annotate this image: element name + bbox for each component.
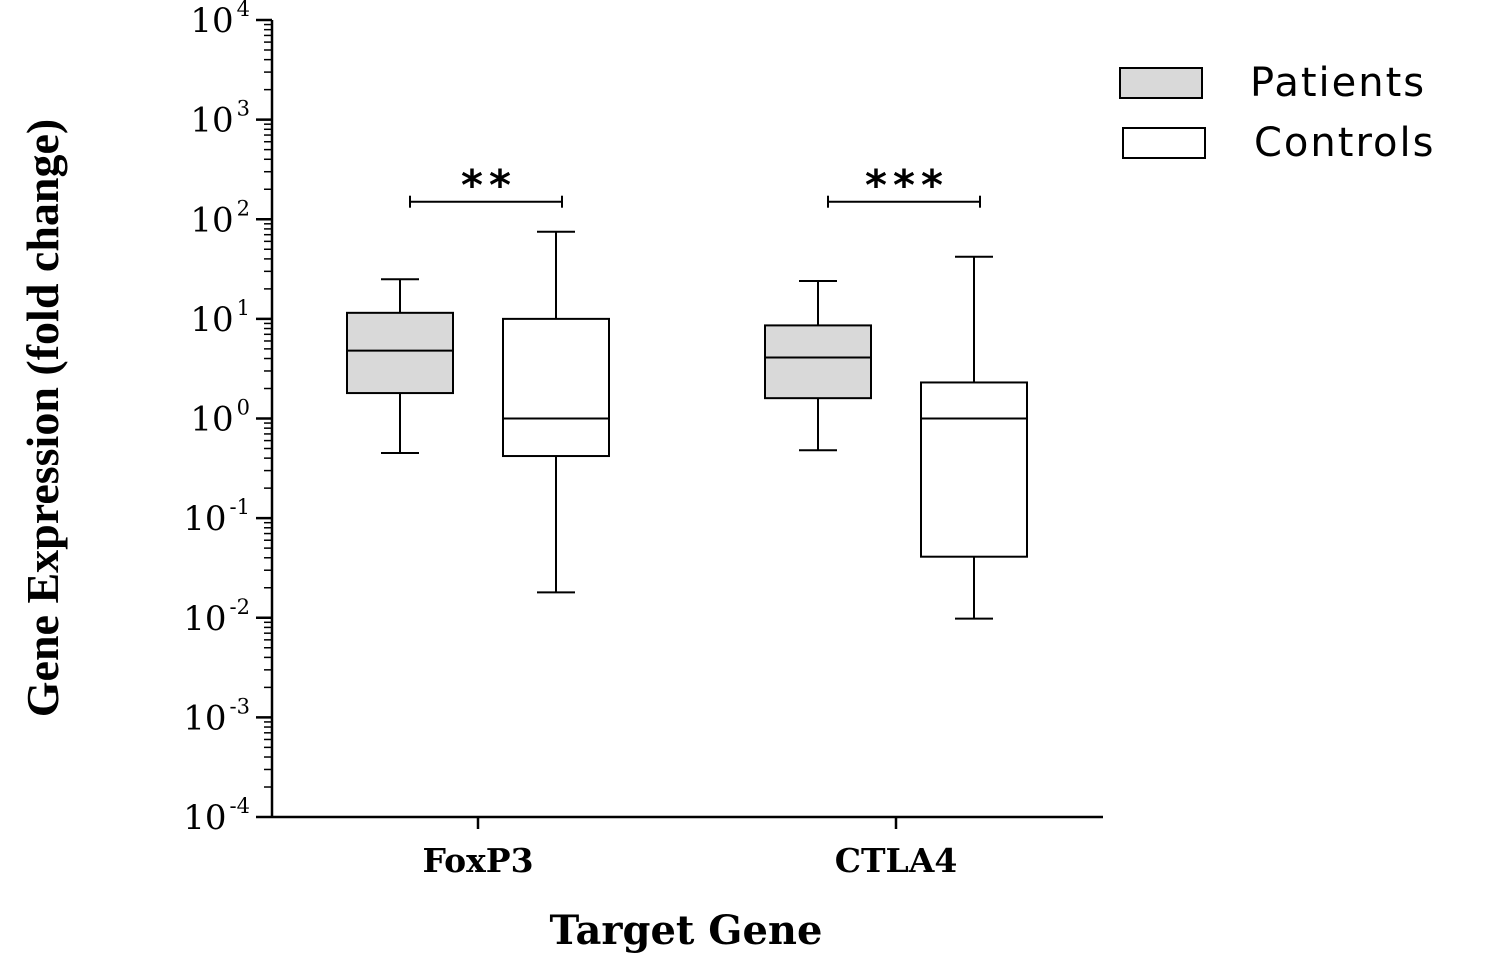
y-tick-base: 10	[183, 798, 226, 838]
y-tick-label: 10 -2	[183, 595, 250, 639]
boxes	[346, 230, 1028, 620]
y-axis-title: Gene Expression (fold change)	[17, 119, 68, 717]
legend-swatch	[1122, 127, 1206, 159]
y-tick-exponent: 1	[237, 296, 250, 320]
significance-annotations: ** ***	[409, 161, 981, 210]
y-tick-base: 10	[190, 300, 233, 340]
y-tick-label: 10 1	[190, 296, 250, 340]
significance-ctla4: ***	[827, 161, 981, 210]
y-tick-label: 10 2	[190, 196, 250, 240]
y-tick-exponent: 3	[237, 97, 250, 121]
box-patients-foxp3	[346, 278, 454, 455]
legend-label: Controls	[1254, 120, 1435, 166]
significance-label: **	[461, 161, 517, 210]
x-tick-label: FoxP3	[422, 841, 533, 880]
y-tick-base: 10	[190, 1, 233, 41]
y-tick-base: 10	[183, 698, 226, 738]
box-iqr	[346, 311, 454, 395]
y-tick-base: 10	[190, 400, 233, 440]
y-tick-label: 10 3	[190, 97, 250, 141]
significance-label: ***	[865, 161, 949, 210]
box-controls-ctla4	[920, 255, 1028, 620]
y-tick-base: 10	[190, 101, 233, 141]
x-tick-label: CTLA4	[835, 841, 958, 880]
y-tick-exponent: 4	[237, 0, 250, 21]
y-tick-exponent: -4	[230, 794, 250, 818]
y-tick-label: 10 -3	[183, 694, 250, 738]
x-axis-tick-labels: FoxP3 CTLA4	[422, 817, 957, 880]
y-tick-exponent: -1	[230, 495, 250, 519]
legend-label: Patients	[1250, 60, 1426, 106]
y-tick-base: 10	[190, 200, 233, 240]
y-tick-label: 10 0	[190, 396, 250, 440]
y-tick-exponent: 2	[237, 196, 250, 220]
legend: Patients Controls	[1119, 60, 1435, 166]
y-tick-label: 10 4	[190, 0, 250, 41]
legend-swatch	[1119, 67, 1203, 99]
significance-foxp3: **	[409, 161, 563, 210]
y-tick-label: 10 -1	[183, 495, 250, 539]
y-tick-exponent: -2	[230, 595, 250, 619]
y-tick-exponent: -3	[230, 694, 250, 718]
legend-item-controls: Controls	[1122, 120, 1435, 166]
box-iqr	[764, 324, 872, 400]
y-tick-base: 10	[183, 499, 226, 539]
y-tick-exponent: 0	[237, 396, 250, 420]
box-iqr	[920, 381, 1028, 558]
y-tick-label: 10 -4	[183, 794, 250, 838]
box-patients-ctla4	[764, 279, 872, 452]
box-iqr	[502, 317, 610, 458]
y-tick-base: 10	[183, 599, 226, 639]
box-controls-foxp3	[502, 230, 610, 594]
x-axis-title: Target Gene	[550, 907, 823, 954]
legend-item-patients: Patients	[1119, 60, 1426, 106]
